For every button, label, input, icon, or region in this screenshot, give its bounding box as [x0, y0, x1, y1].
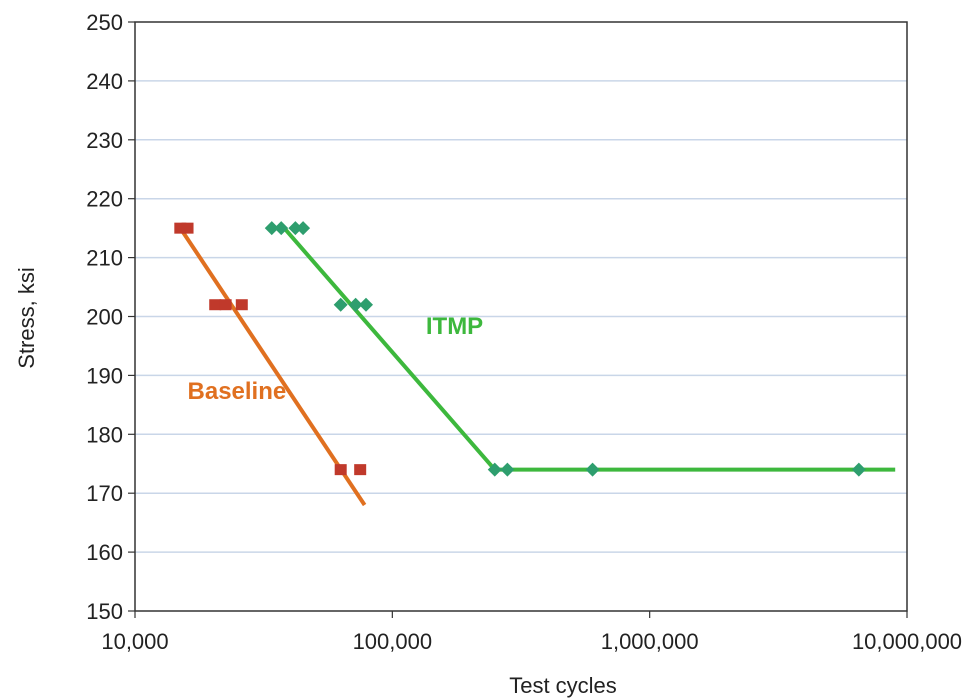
data-point-itmp	[358, 297, 373, 312]
y-tick-label: 150	[86, 599, 123, 624]
y-tick-label: 190	[86, 363, 123, 388]
y-tick-label: 200	[86, 305, 123, 330]
fit-line-baseline	[178, 226, 367, 507]
data-point-baseline	[354, 464, 367, 476]
x-axis-title: Test cycles	[509, 673, 617, 698]
y-axis-title: Stress, ksi	[14, 267, 39, 368]
x-tick-label: 100,000	[353, 629, 433, 654]
data-point-baseline	[209, 299, 222, 311]
y-axis-ticks: 150 160 170 180 190 200 210 220 230 240 250	[86, 10, 135, 624]
data-point-baseline	[181, 222, 194, 234]
data-point-itmp	[487, 462, 502, 477]
y-tick-label: 220	[86, 187, 123, 212]
y-tick-label: 170	[86, 481, 123, 506]
data-point-baseline	[174, 222, 187, 234]
data-point-itmp	[585, 462, 600, 477]
x-tick-label: 10,000,000	[852, 629, 962, 654]
y-tick-label: 250	[86, 10, 123, 35]
data-point-itmp	[264, 221, 279, 236]
x-tick-label: 10,000	[101, 629, 168, 654]
data-point-itmp	[348, 297, 363, 312]
y-tick-label: 240	[86, 69, 123, 94]
data-points	[174, 221, 866, 477]
series-label-itmp: ITMP	[426, 313, 483, 340]
series-labels: Baseline ITMP	[188, 313, 484, 405]
data-point-itmp	[296, 221, 311, 236]
grid	[135, 80, 907, 553]
x-tick-label: 1,000,000	[601, 629, 699, 654]
data-point-itmp	[274, 221, 289, 236]
x-axis-ticks: 10,000 100,000 1,000,000 10,000,000	[101, 611, 962, 654]
y-tick-label: 180	[86, 422, 123, 447]
data-point-baseline	[219, 299, 232, 311]
y-tick-label: 210	[86, 246, 123, 271]
data-point-baseline	[334, 464, 347, 476]
data-point-itmp	[333, 297, 348, 312]
data-point-itmp	[851, 462, 866, 477]
data-point-baseline	[235, 299, 248, 311]
data-point-itmp	[500, 462, 515, 477]
series-label-baseline: Baseline	[188, 378, 287, 405]
y-tick-label: 230	[86, 128, 123, 153]
y-tick-label: 160	[86, 540, 123, 565]
data-point-itmp	[288, 221, 303, 236]
